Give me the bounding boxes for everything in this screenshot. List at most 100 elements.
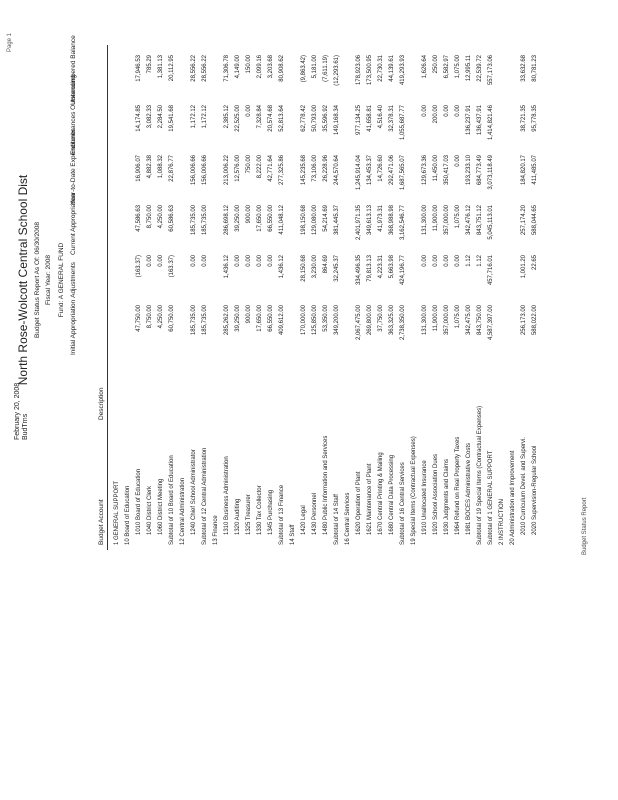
row-value: 285,262.00 xyxy=(224,305,230,336)
table-row: 1621 Maintenance of Plant 269,800.00 79,81… xyxy=(365,0,376,560)
row-value: 0.00 xyxy=(422,255,428,267)
row-value: 193,233.10 xyxy=(466,155,472,186)
row-label: 1010 Board of Education xyxy=(136,468,142,535)
row-value: 2,284.50 xyxy=(158,105,164,129)
row-value: 357,000.00 xyxy=(444,205,450,236)
row-value: 156,006.66 xyxy=(191,155,197,186)
row-value: 22,876.77 xyxy=(169,155,175,182)
row-label: Subtotal of 10 Board of Education xyxy=(169,455,175,545)
row-value: 1,245,914.04 xyxy=(356,155,362,191)
row-value: 3,073,118.49 xyxy=(488,155,494,190)
table-row: 1930 Judgments and Claims 357,000.00 0.00 3… xyxy=(442,0,453,560)
row-value: 864.69 xyxy=(323,255,329,274)
row-value: 6,582.97 xyxy=(444,55,450,79)
column-header: Year-to-Date Expenditures xyxy=(70,128,77,205)
table-row: 1040 District Clerk 8,750.00 0.00 8,750.00 4… xyxy=(145,0,156,560)
table-row: 1 GENERAL SUPPORT xyxy=(112,0,123,560)
table-row: 1620 Operation of Plant 2,067,475.00 334,4… xyxy=(354,0,365,560)
row-value: 1.12 xyxy=(477,255,483,267)
row-value: 1,436.12 xyxy=(279,255,285,279)
fund-label: Fund: A GENERAL FUND xyxy=(58,242,65,318)
row-value: 1,172.12 xyxy=(191,105,197,129)
row-value: 20,574.68 xyxy=(268,105,274,132)
row-value: 0.00 xyxy=(268,255,274,267)
row-value: 2,738,350.00 xyxy=(400,305,406,341)
row-value: 0.00 xyxy=(444,255,450,267)
row-value: 4,250.00 xyxy=(158,205,164,229)
row-label: 1345 Purchasing xyxy=(268,489,274,535)
row-value: 256,173.00 xyxy=(521,305,527,336)
table-row: 13 Finance xyxy=(211,0,222,560)
row-value: 900.00 xyxy=(246,205,252,224)
row-label: 1621 Maintenance of Plant xyxy=(367,463,373,535)
row-value: 19,541.68 xyxy=(169,105,175,132)
row-value: 12,995.11 xyxy=(466,55,472,82)
column-header: Initial Appropriation xyxy=(70,299,77,355)
row-value: 178,923.06 xyxy=(356,55,362,86)
row-value: (163.37) xyxy=(169,255,175,278)
row-value: 5,663.98 xyxy=(389,255,395,279)
row-value: 785.29 xyxy=(147,55,153,74)
table-row: 12 Central Administration xyxy=(178,0,189,560)
row-value: 11,900.00 xyxy=(433,205,439,232)
table-row: 1240 Chief School Administrator 185,735.0… xyxy=(189,0,200,560)
row-value: 557,173.06 xyxy=(488,55,494,86)
row-value: 17,946.53 xyxy=(136,55,142,82)
row-value: 8,222.00 xyxy=(257,155,263,179)
row-label: Subtotal of 19 Special Items (Contractua… xyxy=(477,405,483,545)
report-subtitle: Budget Status Report As Of: 06/30/2008 xyxy=(34,222,41,338)
table-row: 14 Staff xyxy=(288,0,299,560)
row-value: 368,988.98 xyxy=(389,205,395,236)
row-value: 62,778.42 xyxy=(301,105,307,132)
budget-table: 1 GENERAL SUPPORT 10 Board of Education 10… xyxy=(112,0,541,560)
table-row: 2 INSTRUCTION xyxy=(497,0,508,560)
table-row: 2010 Curriculum Devel. and Supervi. 256,1… xyxy=(519,0,530,560)
row-value: 1,088.32 xyxy=(158,155,164,179)
row-value: 131,300.00 xyxy=(422,205,428,236)
row-value: (9,863.42) xyxy=(301,55,307,83)
row-value: (7,611.19) xyxy=(323,55,329,82)
table-row: 2020 Supervision-Regular School 588,022.0… xyxy=(530,0,541,560)
row-label: 1680 Central Data Processing xyxy=(389,454,395,535)
row-value: 588,022.00 xyxy=(532,305,538,336)
row-value: 22,730.31 xyxy=(378,55,384,82)
table-row: 1430 Personnel 125,850.00 3,230.00 129,080.… xyxy=(310,0,321,560)
column-header: Adjustments xyxy=(70,262,77,298)
row-value: 1,075.00 xyxy=(455,305,461,329)
row-value: 1,687,565.07 xyxy=(400,155,406,191)
row-value: 11,900.00 xyxy=(433,305,439,332)
table-row: Subtotal of 1 GENERAL SUPPORT 4,587,397.0… xyxy=(486,0,497,560)
row-value: 200.00 xyxy=(433,105,439,124)
row-value: 684,773.49 xyxy=(477,155,483,186)
table-row: 1964 Refund on Real Property Taxes 1,075.… xyxy=(453,0,464,560)
row-value: 4,149.00 xyxy=(235,55,241,79)
row-value: 2,401,971.35 xyxy=(356,205,362,241)
row-label: 1240 Chief School Administrator xyxy=(191,449,197,535)
row-value: 1,626.64 xyxy=(422,55,428,79)
row-value: 14,726.60 xyxy=(378,155,384,182)
row-value: 0.00 xyxy=(147,255,153,267)
row-value: 47,586.63 xyxy=(136,205,142,232)
row-label: 2020 Supervision-Regular School xyxy=(532,445,538,535)
row-label: 1 GENERAL SUPPORT xyxy=(114,480,120,545)
row-label: 1920 School Association Dues xyxy=(433,453,439,535)
row-label: 12 Central Administration xyxy=(180,477,186,545)
row-value: 131,300.00 xyxy=(422,305,428,336)
table-row: 1330 Tax Collector 17,650.00 0.00 17,650.00… xyxy=(255,0,266,560)
footer-text: Budget Status Report xyxy=(582,497,588,555)
row-label: Subtotal of 13 Finance xyxy=(279,484,285,545)
row-value: 185,735.00 xyxy=(202,305,208,336)
row-value: 244,570.64 xyxy=(334,155,340,186)
row-value: 588,044.65 xyxy=(532,205,538,236)
column-header: Current Appropriation xyxy=(70,193,77,255)
column-header: Unencumbered Balance xyxy=(70,35,77,105)
table-row: Subtotal of 10 Board of Education 60,750.… xyxy=(167,0,178,560)
table-row: 1920 School Association Dues 11,900.00 0.0… xyxy=(431,0,442,560)
row-value: 44,139.61 xyxy=(389,55,395,82)
row-label: 1930 Judgments and Claims xyxy=(444,458,450,535)
table-row: 1670 Central Printing & Mailing 37,750.00… xyxy=(376,0,387,560)
table-row: 1325 Treasurer 900.00 0.00 900.00 750.00 0.00… xyxy=(244,0,255,560)
row-value: 136,437.91 xyxy=(477,105,483,136)
table-row: 1420 Legal 170,000.00 28,150.68 198,150.68 1… xyxy=(299,0,310,560)
row-value: 3,082.33 xyxy=(147,105,153,129)
